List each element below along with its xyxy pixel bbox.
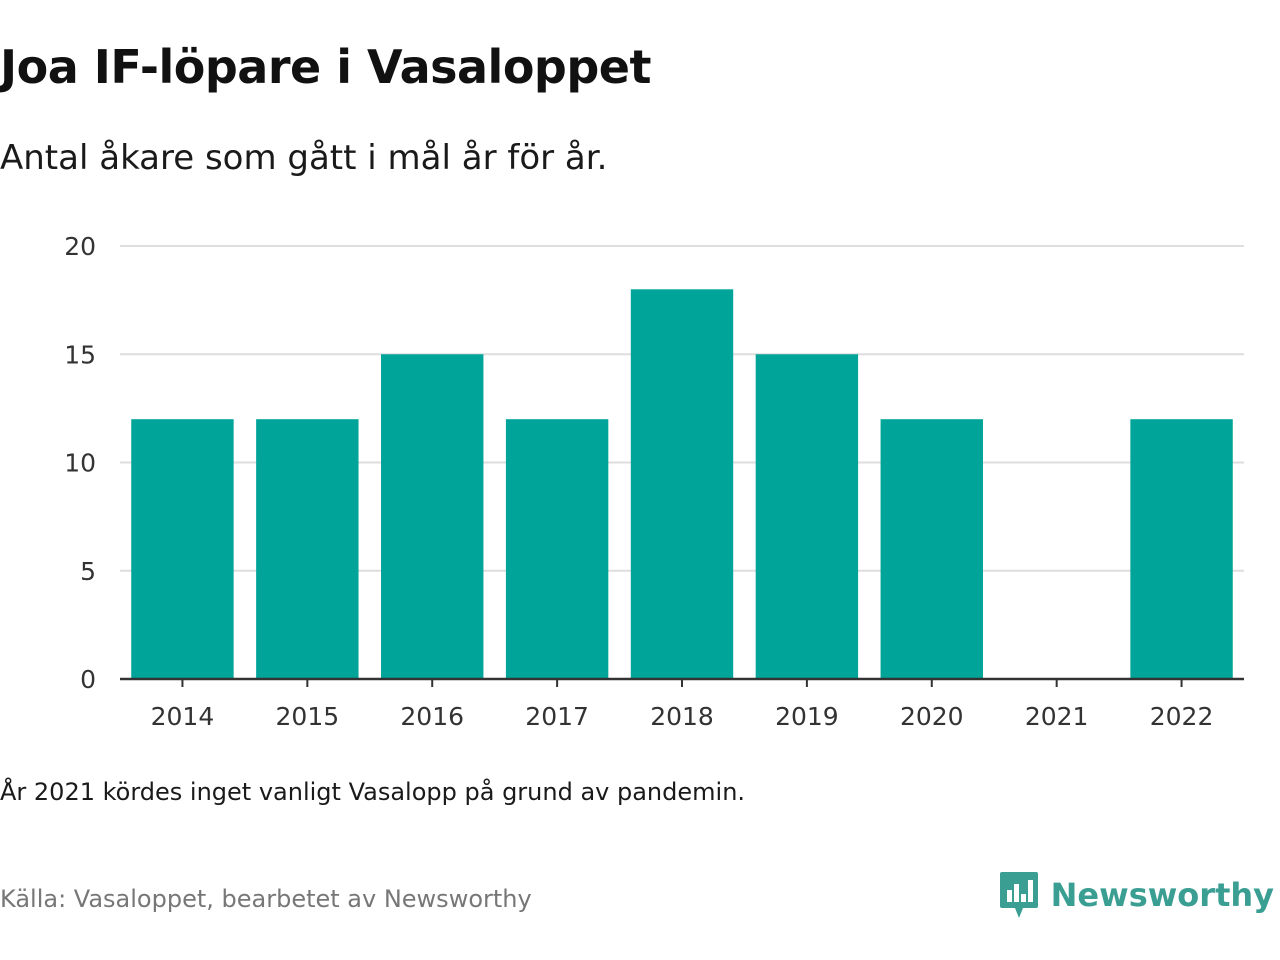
- y-tick-label: 5: [80, 557, 96, 586]
- bar-2020: [880, 419, 983, 679]
- x-tick-label: 2018: [650, 702, 714, 731]
- brand-logo[interactable]: Newsworthy: [999, 870, 1274, 920]
- x-tick-label: 2017: [525, 702, 589, 731]
- x-tick-label: 2014: [151, 702, 215, 731]
- bar-2018: [630, 289, 734, 679]
- x-tick-label: 2015: [276, 702, 340, 731]
- x-axis-ticks: 2014 2015 2016 2017 2018 2019 2020 2021 2022: [151, 679, 1214, 731]
- brand-name: Newsworthy: [1050, 876, 1274, 914]
- bar-2015: [256, 419, 359, 679]
- bar-2014: [131, 419, 234, 679]
- y-tick-label: 20: [64, 232, 96, 261]
- y-tick-label: 15: [64, 340, 96, 369]
- chart-title: Joa IF-löpare i Vasaloppet: [0, 40, 651, 94]
- chart-note: År 2021 kördes inget vanligt Vasalopp på…: [0, 778, 746, 806]
- x-tick-label: 2019: [775, 702, 839, 731]
- bars: [131, 289, 1233, 679]
- y-axis-ticks: 0 5 10 15 20: [64, 232, 96, 694]
- y-tick-label: 10: [64, 449, 96, 478]
- y-tick-label: 0: [80, 665, 96, 694]
- source-text: Källa: Vasaloppet, bearbetet av Newswort…: [0, 885, 532, 913]
- x-tick-label: 2022: [1150, 702, 1214, 731]
- bar-2022: [1130, 419, 1233, 679]
- bar-2016: [381, 354, 484, 679]
- x-tick-label: 2016: [400, 702, 464, 731]
- x-tick-label: 2020: [900, 702, 964, 731]
- chart-subtitle: Antal åkare som gått i mål år för år.: [0, 138, 608, 178]
- bar-chart: 0 5 10 15 20 2014 2015 2016 2017 2018 2019 2020 202…: [64, 232, 1244, 731]
- bar-2017: [505, 419, 609, 679]
- x-tick-label: 2021: [1025, 702, 1089, 731]
- newsworthy-logo-icon: [999, 872, 1038, 918]
- bar-2019: [755, 354, 859, 679]
